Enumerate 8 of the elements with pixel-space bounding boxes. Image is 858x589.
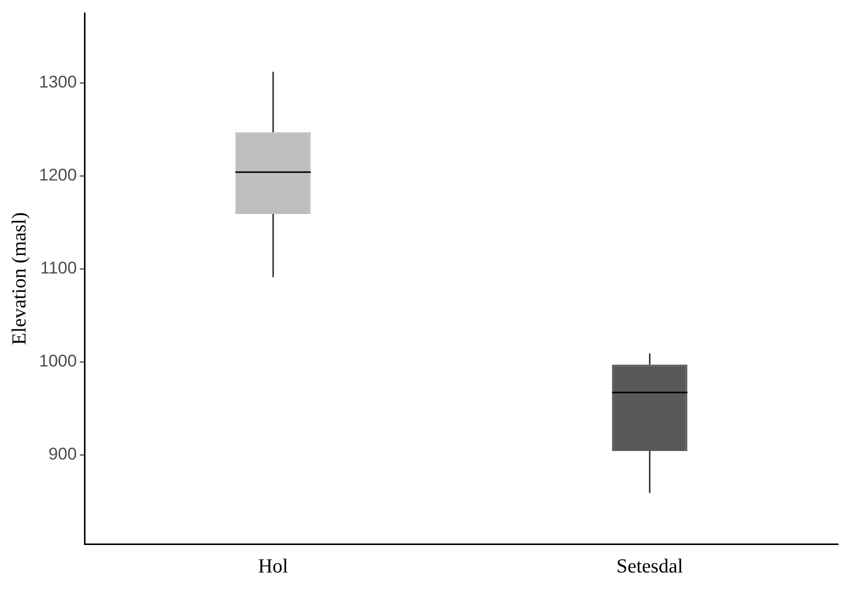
y-tick-label: 1300 <box>38 72 77 92</box>
y-axis-title: Elevation (masl) <box>8 212 30 345</box>
y-tick-label: 900 <box>48 444 77 464</box>
x-tick-label: Hol <box>258 555 289 578</box>
y-tick-label: 1200 <box>38 166 77 185</box>
x-tick-label: Setesdal <box>616 555 684 578</box>
y-tick-label: 1100 <box>40 258 77 278</box>
y-tick-label: 1000 <box>38 351 77 370</box>
